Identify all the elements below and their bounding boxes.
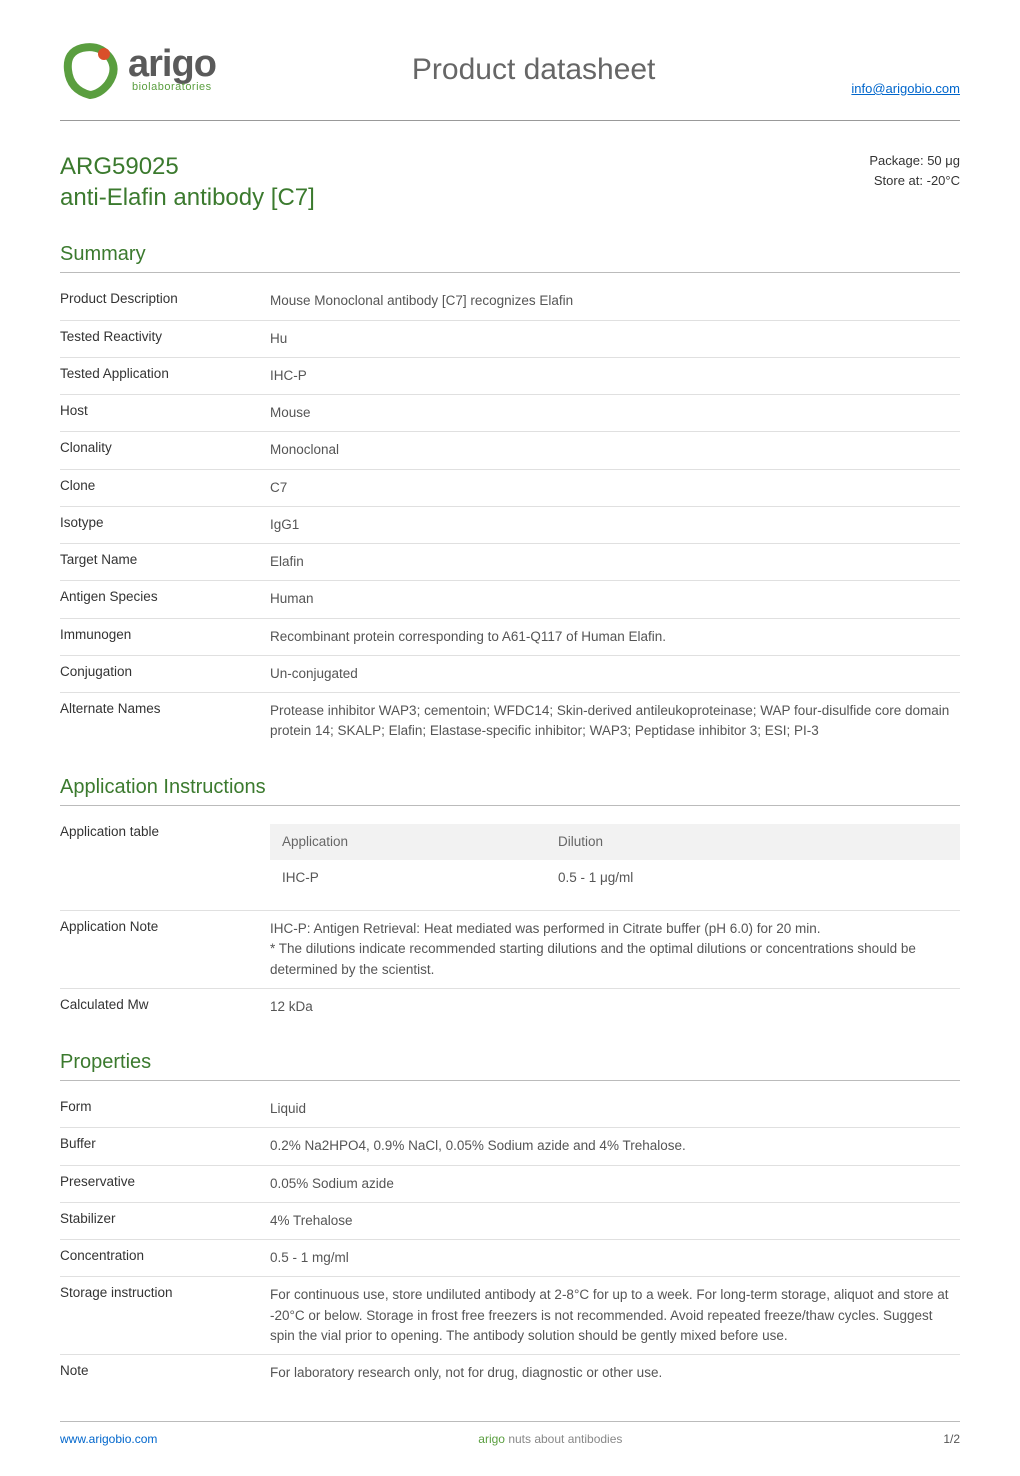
logo-subtext: biolaboratories (132, 81, 216, 93)
row-val: Recombinant protein corresponding to A61… (270, 627, 960, 647)
row-key: Concentration (60, 1248, 270, 1268)
row-key: Buffer (60, 1136, 270, 1156)
footer-tagline-text: nuts about antibodies (508, 1432, 622, 1446)
product-title-row: ARG59025 anti-Elafin antibody [C7] Packa… (60, 151, 960, 213)
table-row: Tested ApplicationIHC-P (60, 358, 960, 395)
row-key: Tested Reactivity (60, 329, 270, 349)
row-val: IgG1 (270, 515, 960, 535)
summary-table: Product DescriptionMouse Monoclonal anti… (60, 283, 960, 749)
row-key: Tested Application (60, 366, 270, 386)
section-heading-summary: Summary (60, 243, 960, 273)
row-key: Product Description (60, 291, 270, 311)
row-val: 0.05% Sodium azide (270, 1174, 960, 1194)
table-row: IsotypeIgG1 (60, 507, 960, 544)
table-header-row: Application Dilution (270, 824, 960, 860)
row-val: Mouse Monoclonal antibody [C7] recognize… (270, 291, 960, 311)
application-table: Application Dilution IHC-P 0.5 - 1 μg/ml (270, 824, 960, 897)
row-val: IHC-P (270, 366, 960, 386)
row-key: Clone (60, 478, 270, 498)
row-val: For laboratory research only, not for dr… (270, 1363, 960, 1383)
table-row: Calculated Mw12 kDa (60, 989, 960, 1025)
row-key: Application Note (60, 919, 270, 980)
table-row: Product DescriptionMouse Monoclonal anti… (60, 283, 960, 320)
row-val: 0.5 - 1 mg/ml (270, 1248, 960, 1268)
row-val: Hu (270, 329, 960, 349)
properties-table: FormLiquid Buffer0.2% Na2HPO4, 0.9% NaCl… (60, 1091, 960, 1391)
table-row: Tested ReactivityHu (60, 321, 960, 358)
row-val: 12 kDa (270, 997, 960, 1017)
row-key: Immunogen (60, 627, 270, 647)
row-val: Mouse (270, 403, 960, 423)
row-key: Form (60, 1099, 270, 1119)
row-val: Elafin (270, 552, 960, 572)
table-header: Dilution (546, 824, 960, 860)
footer-brand: arigo (478, 1432, 505, 1446)
row-key: Host (60, 403, 270, 423)
footer-website-link[interactable]: www.arigobio.com (60, 1432, 157, 1446)
table-row: ClonalityMonoclonal (60, 432, 960, 469)
logo-icon (60, 40, 120, 100)
row-val: Protease inhibitor WAP3; cementoin; WFDC… (270, 701, 960, 742)
table-cell: 0.5 - 1 μg/ml (546, 860, 960, 896)
row-key: Application table (60, 824, 270, 839)
app-table-container: Application Dilution IHC-P 0.5 - 1 μg/ml (270, 824, 960, 903)
table-row: Storage instructionFor continuous use, s… (60, 1277, 960, 1355)
row-val: Un-conjugated (270, 664, 960, 684)
row-val: 0.2% Na2HPO4, 0.9% NaCl, 0.05% Sodium az… (270, 1136, 960, 1156)
table-row: NoteFor laboratory research only, not fo… (60, 1355, 960, 1391)
row-key: Clonality (60, 440, 270, 460)
logo-wordmark: arigo biolaboratories (128, 47, 216, 93)
row-key: Antigen Species (60, 589, 270, 609)
table-row: HostMouse (60, 395, 960, 432)
row-val: Liquid (270, 1099, 960, 1119)
logo-block: arigo biolaboratories (60, 40, 216, 100)
row-key: Storage instruction (60, 1285, 270, 1346)
table-row: Preservative0.05% Sodium azide (60, 1166, 960, 1203)
section-heading-app: Application Instructions (60, 776, 960, 806)
table-row: Antigen SpeciesHuman (60, 581, 960, 618)
row-key: Isotype (60, 515, 270, 535)
page-footer: www.arigobio.com arigo nuts about antibo… (60, 1421, 960, 1446)
product-name: anti-Elafin antibody [C7] (60, 182, 315, 213)
email-link[interactable]: info@arigobio.com (851, 81, 960, 100)
row-key: Note (60, 1363, 270, 1383)
storage-temp: Store at: -20°C (869, 171, 960, 191)
row-key: Calculated Mw (60, 997, 270, 1017)
row-val: C7 (270, 478, 960, 498)
row-key: Target Name (60, 552, 270, 572)
row-val: For continuous use, store undiluted anti… (270, 1285, 960, 1346)
table-cell: IHC-P (270, 860, 546, 896)
table-row: CloneC7 (60, 470, 960, 507)
table-row: Buffer0.2% Na2HPO4, 0.9% NaCl, 0.05% Sod… (60, 1128, 960, 1165)
table-row: Application NoteIHC-P: Antigen Retrieval… (60, 911, 960, 989)
table-row: Concentration0.5 - 1 mg/ml (60, 1240, 960, 1277)
table-row: Target NameElafin (60, 544, 960, 581)
table-row: ConjugationUn-conjugated (60, 656, 960, 693)
row-key: Preservative (60, 1174, 270, 1194)
row-val: Monoclonal (270, 440, 960, 460)
row-key: Alternate Names (60, 701, 270, 742)
row-val: IHC-P: Antigen Retrieval: Heat mediated … (270, 919, 960, 980)
product-code: ARG59025 (60, 151, 315, 182)
logo-text: arigo (128, 47, 216, 81)
table-header: Application (270, 824, 546, 860)
table-row: ImmunogenRecombinant protein correspondi… (60, 619, 960, 656)
row-key: Stabilizer (60, 1211, 270, 1231)
app-table-row: Application table Application Dilution I… (60, 816, 960, 912)
row-val: Human (270, 589, 960, 609)
footer-page-number: 1/2 (943, 1432, 960, 1446)
package-info: Package: 50 μg Store at: -20°C (869, 151, 960, 190)
package-size: Package: 50 μg (869, 151, 960, 171)
row-val: 4% Trehalose (270, 1211, 960, 1231)
datasheet-title: Product datasheet (412, 53, 656, 87)
product-title: ARG59025 anti-Elafin antibody [C7] (60, 151, 315, 213)
table-row: IHC-P 0.5 - 1 μg/ml (270, 860, 960, 896)
footer-tagline: arigo nuts about antibodies (478, 1432, 622, 1446)
row-key: Conjugation (60, 664, 270, 684)
table-row: Stabilizer4% Trehalose (60, 1203, 960, 1240)
page-header: arigo biolaboratories Product datasheet … (60, 40, 960, 121)
table-row: FormLiquid (60, 1091, 960, 1128)
section-heading-properties: Properties (60, 1051, 960, 1081)
table-row: Alternate NamesProtease inhibitor WAP3; … (60, 693, 960, 750)
